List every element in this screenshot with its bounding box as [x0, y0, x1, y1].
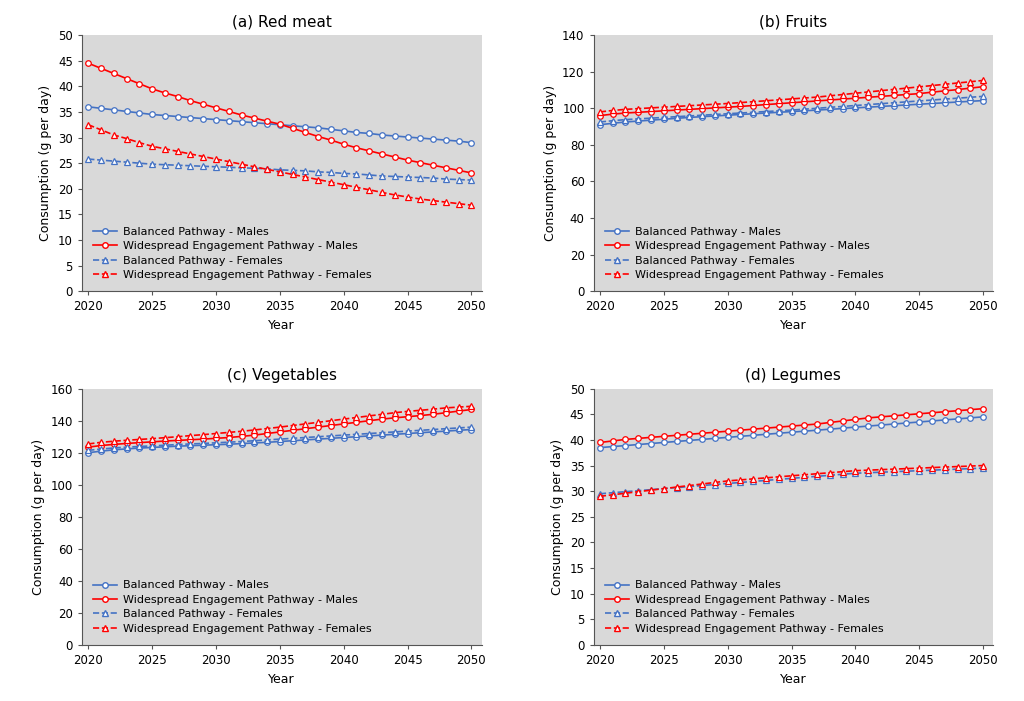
Y-axis label: Consumption (g per day): Consumption (g per day) — [40, 85, 52, 241]
Title: (d) Legumes: (d) Legumes — [745, 368, 842, 383]
X-axis label: Year: Year — [780, 319, 807, 332]
Legend: Balanced Pathway - Males, Widespread Engagement Pathway - Males, Balanced Pathwa: Balanced Pathway - Males, Widespread Eng… — [599, 222, 889, 286]
Legend: Balanced Pathway - Males, Widespread Engagement Pathway - Males, Balanced Pathwa: Balanced Pathway - Males, Widespread Eng… — [87, 222, 377, 286]
X-axis label: Year: Year — [268, 319, 295, 332]
Title: (b) Fruits: (b) Fruits — [759, 15, 827, 29]
X-axis label: Year: Year — [780, 672, 807, 686]
Y-axis label: Consumption (g per day): Consumption (g per day) — [551, 439, 564, 595]
X-axis label: Year: Year — [268, 672, 295, 686]
Title: (c) Vegetables: (c) Vegetables — [226, 368, 337, 383]
Legend: Balanced Pathway - Males, Widespread Engagement Pathway - Males, Balanced Pathwa: Balanced Pathway - Males, Widespread Eng… — [87, 575, 377, 639]
Y-axis label: Consumption (g per day): Consumption (g per day) — [544, 85, 557, 241]
Title: (a) Red meat: (a) Red meat — [231, 15, 332, 29]
Legend: Balanced Pathway - Males, Widespread Engagement Pathway - Males, Balanced Pathwa: Balanced Pathway - Males, Widespread Eng… — [599, 575, 889, 639]
Y-axis label: Consumption (g per day): Consumption (g per day) — [32, 439, 45, 595]
